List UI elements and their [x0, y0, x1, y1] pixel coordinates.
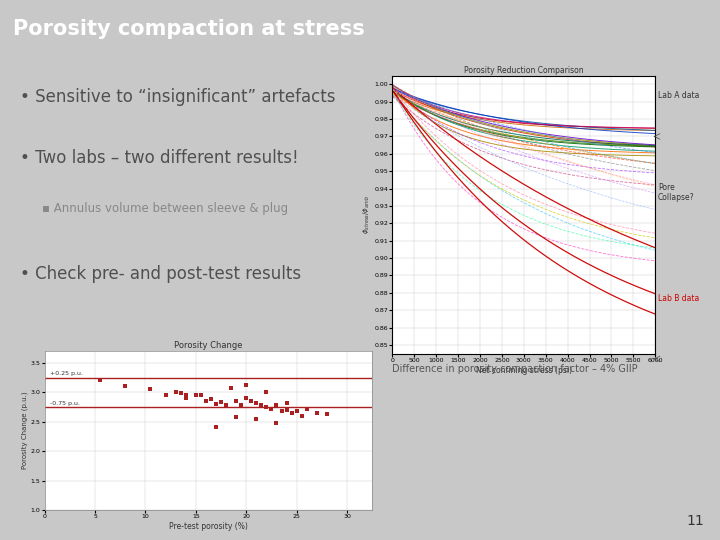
- Point: [276, 407, 287, 415]
- Text: -0.75 p.u.: -0.75 p.u.: [50, 401, 80, 406]
- Point: [230, 397, 242, 406]
- Point: [210, 422, 222, 431]
- Point: [160, 391, 171, 400]
- Point: [311, 409, 323, 417]
- Point: [195, 390, 207, 399]
- Point: [240, 394, 252, 402]
- Point: [120, 382, 131, 391]
- Text: Lab A data: Lab A data: [658, 91, 699, 99]
- Point: [281, 406, 292, 414]
- Point: [210, 400, 222, 408]
- Point: [246, 397, 257, 406]
- Point: [235, 400, 247, 409]
- Point: [266, 404, 277, 413]
- Point: [180, 391, 192, 400]
- Y-axis label: Porosity Change (p.u.): Porosity Change (p.u.): [22, 392, 28, 469]
- Text: Lab B data: Lab B data: [658, 294, 699, 302]
- Point: [281, 399, 292, 407]
- Text: Porosity compaction at stress: Porosity compaction at stress: [13, 19, 365, 39]
- Text: ▪ Annulus volume between sleeve & plug: ▪ Annulus volume between sleeve & plug: [42, 201, 288, 215]
- Point: [215, 398, 227, 407]
- Point: [296, 411, 307, 420]
- Point: [205, 395, 217, 404]
- Point: [240, 381, 252, 389]
- Point: [291, 407, 302, 415]
- Point: [175, 389, 186, 398]
- Point: [301, 404, 312, 413]
- Point: [261, 403, 272, 411]
- X-axis label: Pre-test porosity (%): Pre-test porosity (%): [169, 522, 248, 531]
- Point: [170, 388, 181, 396]
- Point: [145, 385, 156, 394]
- Point: [286, 409, 297, 417]
- Text: • Sensitive to “insignificant” artefacts: • Sensitive to “insignificant” artefacts: [20, 88, 336, 106]
- Point: [180, 394, 192, 402]
- Point: [200, 397, 212, 406]
- Y-axis label: $\phi_{stress}/\phi_{amb}$: $\phi_{stress}/\phi_{amb}$: [361, 195, 372, 234]
- Title: Porosity Reduction Comparison: Porosity Reduction Comparison: [464, 66, 584, 75]
- Text: 11: 11: [686, 514, 704, 528]
- Point: [261, 388, 272, 396]
- Point: [205, 395, 217, 404]
- Point: [190, 391, 202, 400]
- Text: • Check pre- and post-test results: • Check pre- and post-test results: [20, 265, 301, 282]
- Point: [220, 401, 232, 410]
- Point: [230, 413, 242, 421]
- Title: Porosity Change: Porosity Change: [174, 341, 243, 350]
- Point: [321, 410, 333, 418]
- Point: [256, 401, 267, 410]
- Point: [251, 399, 262, 407]
- Point: [271, 418, 282, 427]
- X-axis label: Net confining stress (psi): Net confining stress (psi): [476, 366, 572, 375]
- Point: [251, 415, 262, 423]
- Text: Difference in porosity compaction factor – 4% GIIP: Difference in porosity compaction factor…: [392, 364, 638, 375]
- Point: [225, 383, 237, 392]
- Text: +0.25 p.u.: +0.25 p.u.: [50, 372, 83, 376]
- Text: Pore
Collapse?: Pore Collapse?: [658, 183, 695, 202]
- Text: • Two labs – two different results!: • Two labs – two different results!: [20, 148, 299, 166]
- Point: [271, 401, 282, 410]
- Point: [94, 376, 106, 385]
